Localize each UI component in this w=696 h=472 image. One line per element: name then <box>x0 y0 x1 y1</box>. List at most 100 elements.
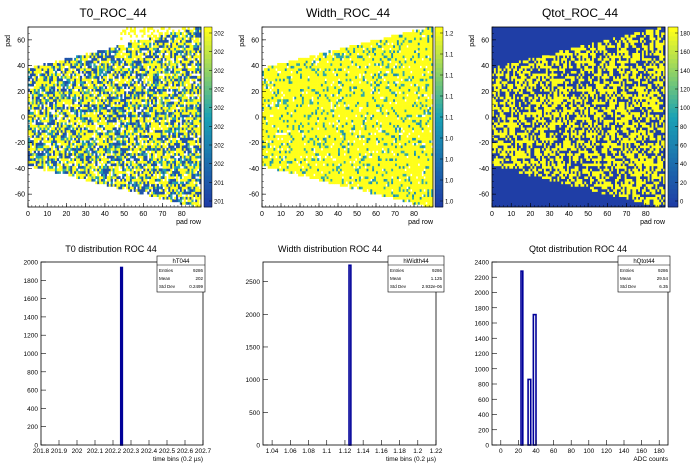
heatmap-cell <box>149 60 152 64</box>
heatmap-cell <box>267 88 270 92</box>
heatmap-cell <box>177 150 181 154</box>
heatmap-cell <box>91 158 94 162</box>
heatmap-cell <box>282 106 286 110</box>
heatmap-cell <box>187 45 190 48</box>
heatmap-cell <box>267 150 270 154</box>
heatmap-cell <box>62 155 65 159</box>
heatmap-cell <box>52 137 56 141</box>
heatmap-cell <box>143 163 146 167</box>
heatmap-cell <box>104 132 108 136</box>
heatmap-cell <box>154 55 158 59</box>
heatmap-cell <box>120 181 123 185</box>
heatmap-cell <box>133 109 136 113</box>
heatmap-cell <box>143 183 146 187</box>
heatmap-cell <box>160 101 163 105</box>
heatmap-cell <box>290 165 293 169</box>
heatmap-cell <box>72 132 75 136</box>
heatmap-cell <box>176 163 179 167</box>
heatmap-cell <box>177 194 181 198</box>
heatmap-cell <box>35 165 38 169</box>
heatmap-cell <box>79 165 83 169</box>
heatmap-cell <box>189 55 192 59</box>
heatmap-cell <box>133 55 136 59</box>
heatmap-cell <box>83 142 86 146</box>
heatmap-cell <box>43 142 46 146</box>
heatmap-cell <box>195 55 198 59</box>
heatmap-cell <box>74 168 77 172</box>
heatmap-cell <box>141 68 144 72</box>
heatmap-cell <box>106 117 110 120</box>
heatmap-cell <box>143 176 146 180</box>
heatmap-cell <box>124 47 127 51</box>
heatmap-cell <box>97 57 100 61</box>
heatmap-cell <box>160 176 163 180</box>
heatmap-cell <box>114 153 117 156</box>
heatmap-cell <box>286 117 289 120</box>
heatmap-cell <box>118 65 121 69</box>
heatmap-cell <box>133 29 136 33</box>
heatmap-cell <box>160 57 163 61</box>
heatmap-cell <box>183 178 186 182</box>
heatmap-cell <box>122 55 125 59</box>
heatmap-cell <box>183 83 186 87</box>
heatmap-cell <box>52 132 56 136</box>
heatmap-cell <box>114 127 117 131</box>
heatmap-cell <box>133 111 136 115</box>
heatmap-cell <box>74 158 77 162</box>
heatmap-cell <box>72 104 75 108</box>
heatmap-cell <box>199 70 202 74</box>
heatmap-cell <box>54 122 58 126</box>
heatmap-cell <box>91 101 94 105</box>
heatmap-cell <box>187 168 190 172</box>
heatmap-cell <box>122 132 125 136</box>
heatmap-cell <box>118 117 121 120</box>
heatmap-cell <box>183 106 186 110</box>
heatmap-cell <box>281 165 284 169</box>
heatmap-cell <box>116 129 119 133</box>
heatmap-cell <box>28 111 31 115</box>
heatmap-cell <box>64 142 67 146</box>
heatmap-cell <box>135 88 138 92</box>
heatmap-cell <box>145 55 148 59</box>
heatmap-cell <box>124 32 127 36</box>
heatmap-cell <box>87 68 90 72</box>
heatmap-cell <box>273 147 276 151</box>
heatmap-cell <box>70 117 73 120</box>
heatmap-cell <box>197 189 200 192</box>
heatmap-cell <box>135 122 138 126</box>
heatmap-cell <box>189 63 192 66</box>
heatmap-cell <box>54 96 58 100</box>
heatmap-cell <box>290 114 293 118</box>
heatmap-cell <box>68 127 71 131</box>
heatmap-cell <box>267 119 270 123</box>
heatmap-cell <box>164 163 167 167</box>
heatmap-cell <box>183 127 186 131</box>
heatmap-cell <box>135 183 138 187</box>
heatmap-cell <box>271 73 274 77</box>
heatmap-cell <box>139 119 142 123</box>
heatmap-cell <box>104 91 108 95</box>
heatmap-cell <box>174 55 177 59</box>
heatmap-cell <box>47 145 50 149</box>
heatmap-cell <box>60 137 63 141</box>
heatmap-cell <box>189 150 192 154</box>
heatmap-cell <box>191 78 194 82</box>
heatmap-cell <box>83 114 86 118</box>
heatmap-cell <box>154 140 158 144</box>
color-bar-segment <box>204 54 212 59</box>
heatmap-cell <box>131 93 135 97</box>
heatmap-cell <box>68 129 71 133</box>
heatmap-cell <box>160 119 163 123</box>
heatmap-cell <box>152 57 156 61</box>
heatmap-cell <box>189 142 192 146</box>
heatmap-cell <box>279 111 282 115</box>
heatmap-cell <box>81 171 85 174</box>
heatmap-cell <box>197 145 200 149</box>
heatmap-cell <box>70 132 73 136</box>
heatmap-cell <box>199 160 202 164</box>
heatmap-cell <box>116 83 119 87</box>
heatmap-cell <box>263 135 267 138</box>
heatmap-cell <box>95 57 98 61</box>
heatmap-cell <box>74 93 77 97</box>
heatmap-cell <box>282 145 286 149</box>
